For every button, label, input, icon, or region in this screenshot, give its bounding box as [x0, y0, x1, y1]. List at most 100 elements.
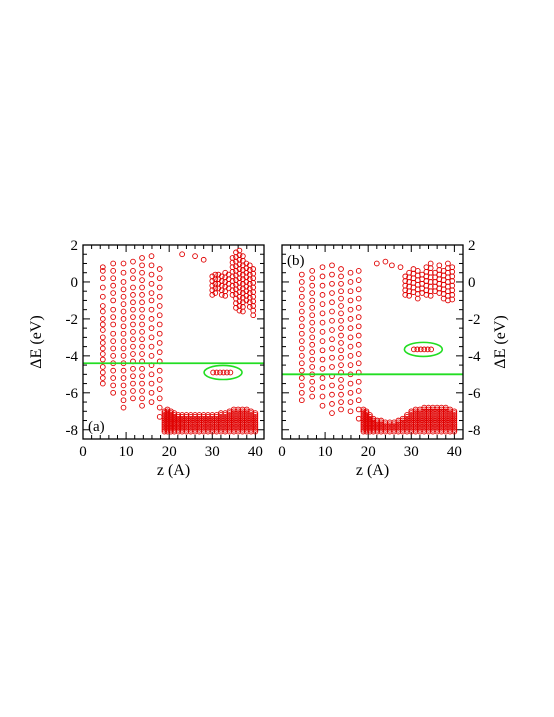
data-point: [355, 304, 362, 311]
highlight-point: [210, 369, 217, 376]
data-point: [192, 253, 198, 259]
data-point: [120, 353, 127, 359]
data-point: [360, 415, 367, 422]
data-point: [347, 316, 354, 322]
data-point: [156, 312, 163, 319]
data-point: [309, 386, 316, 392]
y-tick-label: -8: [468, 423, 481, 439]
data-point: [222, 292, 229, 299]
data-point: [161, 410, 168, 416]
highlight-point: [428, 346, 434, 353]
data-point: [218, 292, 225, 298]
data-point: [99, 275, 106, 282]
y-tick-label: -6: [66, 386, 79, 402]
data-point: [110, 290, 117, 296]
data-point: [382, 258, 389, 265]
y-tick-label: 0: [468, 275, 476, 291]
data-point: [319, 393, 326, 400]
data-point: [298, 271, 305, 278]
data-point: [156, 349, 163, 356]
y-tick-label: -2: [468, 312, 481, 328]
data-point: [120, 338, 127, 344]
data-point: [139, 306, 145, 313]
data-point: [139, 373, 145, 380]
data-point: [338, 280, 344, 287]
data-point: [99, 334, 106, 341]
data-point: [338, 377, 344, 383]
data-point: [110, 321, 117, 328]
highlight-point: [227, 369, 234, 376]
data-point: [329, 401, 335, 407]
data-point: [319, 301, 326, 307]
data-point: [120, 323, 127, 330]
highlight-point: [411, 346, 417, 353]
data-point: [130, 321, 136, 328]
data-point: [156, 266, 163, 272]
data-point: [139, 314, 145, 320]
data-point: [252, 415, 259, 422]
data-point: [329, 410, 335, 416]
data-point: [414, 295, 421, 302]
data-point: [148, 380, 155, 387]
data-point: [319, 375, 326, 381]
data-point: [298, 345, 305, 352]
data-point: [252, 419, 259, 426]
data-point: [298, 338, 305, 344]
y-tick-label: -4: [66, 349, 79, 365]
data-point: [120, 293, 127, 300]
data-point: [161, 425, 168, 431]
data-point: [319, 338, 326, 344]
data-point: [99, 369, 106, 376]
data-point: [373, 260, 380, 267]
data-point: [309, 319, 316, 326]
data-point: [130, 268, 136, 274]
data-point: [99, 316, 106, 322]
data-point: [139, 269, 145, 276]
data-point: [252, 412, 259, 418]
data-point: [309, 334, 316, 341]
x-tick-label: 30: [205, 444, 220, 460]
data-point: [360, 426, 367, 433]
data-point: [309, 378, 316, 385]
data-point: [120, 375, 127, 381]
data-point: [99, 327, 106, 333]
data-point: [338, 399, 344, 405]
data-point: [451, 423, 458, 429]
data-point: [148, 353, 155, 359]
data-point: [120, 316, 127, 322]
data-point: [120, 269, 127, 276]
data-point: [229, 292, 236, 298]
y-tick-label: -8: [66, 423, 79, 439]
data-point: [309, 297, 316, 304]
data-point: [451, 412, 458, 418]
y-tick-label: 2: [468, 238, 476, 254]
data-point: [139, 255, 145, 261]
data-point: [427, 260, 434, 267]
data-point: [319, 292, 326, 298]
data-point: [329, 382, 335, 389]
highlight-point: [417, 346, 424, 353]
data-point: [99, 356, 106, 363]
data-point: [130, 395, 136, 402]
data-point: [161, 426, 168, 433]
data-point: [347, 362, 354, 368]
data-point: [130, 336, 136, 343]
data-point: [298, 323, 305, 330]
data-point: [156, 340, 163, 346]
data-point: [360, 417, 367, 424]
data-point: [402, 292, 409, 298]
data-point: [148, 334, 155, 341]
highlight-point: [217, 369, 223, 376]
data-point: [319, 356, 326, 363]
data-point: [355, 341, 362, 348]
data-point: [161, 412, 168, 418]
data-point: [130, 314, 136, 320]
highlight-point: [224, 369, 230, 376]
data-point: [110, 375, 117, 381]
data-point: [329, 308, 335, 315]
data-point: [120, 260, 127, 267]
data-point: [329, 262, 335, 269]
data-point: [139, 380, 145, 387]
data-point: [139, 277, 145, 283]
